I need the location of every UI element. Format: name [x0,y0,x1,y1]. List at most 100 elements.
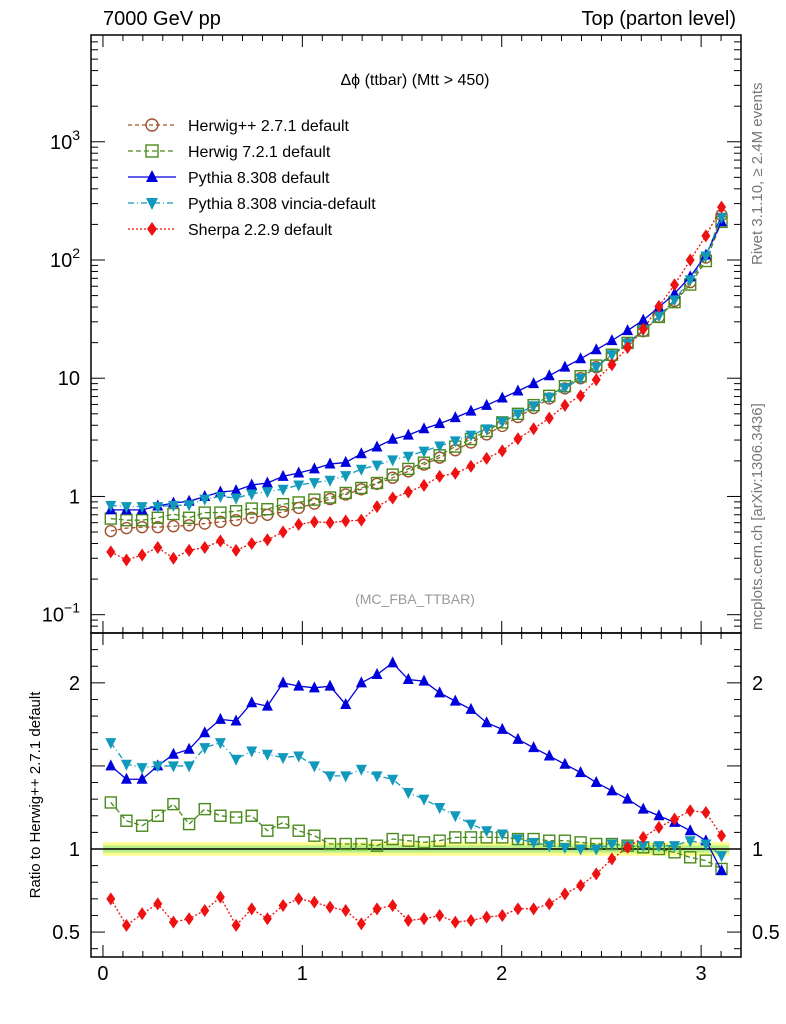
header-right: Top (parton level) [581,8,736,30]
series-1-ratio-point [167,797,180,811]
series-1-ratio-point [229,811,243,824]
series-4-ratio-point [544,897,554,911]
series-2-point [324,457,336,469]
series-3-point [293,480,305,492]
legend-entry: Sherpa 2.2.9 default [128,222,333,239]
series-2-ratio-point [387,656,399,668]
series-3-ratio-point [308,761,320,773]
series-1-ratio-point [699,854,713,867]
series-2-ratio-point [481,716,493,728]
series-2-ratio [105,656,728,876]
series-3-ratio-point [575,844,587,856]
series-3-point [512,409,524,421]
series-1-ratio [104,796,728,876]
series-1-point [323,491,337,504]
series-3-point [230,493,242,505]
series-4-point [466,459,476,473]
y-tick-label: 1 [69,486,80,508]
series-4-ratio-point [591,867,601,881]
series-3-point [120,502,132,514]
series-3-ratio-point [653,841,665,853]
series-3-ratio-point [355,764,367,776]
series-2-ratio-point [543,749,555,761]
series-3-point [167,500,179,512]
series-2-ratio-point [167,747,179,759]
series-3-ratio [105,738,728,863]
series-2-ratio-point [246,696,258,708]
series-0-point [167,520,180,533]
series-1-main [104,215,728,527]
series-4-ratio-point [717,829,727,843]
series-2-ratio-point [277,676,289,688]
series-1-ratio-point [214,809,227,822]
legend-label: Herwig 7.2.1 default [188,144,331,161]
series-4-point [294,517,304,531]
series-0-point [182,519,196,532]
series-4-point [356,513,366,527]
series-4-point [623,340,633,354]
series-1-ratio-point [276,816,290,829]
series-2-ratio-point [230,714,242,726]
series-3-point [105,500,117,512]
ratio-y-tick-label-right: 1 [752,839,763,861]
x-tick-label: 1 [297,963,308,985]
series-1-point [308,493,321,506]
series-4-point [153,541,163,555]
series-2-ratio-point [606,784,618,796]
series-4-ratio-point [231,918,241,932]
series-3-ratio-point [543,841,555,853]
series-4-ratio-point [435,908,445,922]
series-3-point [199,494,211,506]
series-4-point [435,469,445,483]
series-4-ratio-point [372,902,382,916]
series-3-point [543,392,555,404]
series-4-point [231,543,241,557]
series-4-point [247,537,257,551]
series-2-ratio-point [559,757,571,769]
series-4-point [670,278,680,292]
series-2-point [340,455,352,467]
ratio-y-tick-label-right: 0.5 [752,922,780,944]
series-4-point [168,551,178,565]
series-4-ratio-point [450,915,460,929]
series-4-ratio-point [262,912,272,926]
legend-marker [145,144,159,158]
series-3-point [387,455,399,467]
series-4-ratio-point [576,879,586,893]
ratio-y-tick-label: 1 [69,839,80,861]
watermark: (MC_FBA_TTBAR) [355,591,475,607]
series-4-point [576,389,586,403]
series-3-ratio-point [167,761,179,773]
series-2-ratio-point [340,697,352,709]
series-4-ratio-point [153,897,163,911]
series-4-point [262,533,272,547]
series-4-ratio-point [685,804,695,818]
series-4-point [591,373,601,387]
series-4-point [529,422,539,436]
series-4-point [717,200,727,214]
series-3-ratio-point [183,761,195,773]
series-4-ratio-point [137,907,147,921]
series-1-ratio-point [449,831,462,844]
series-4-ratio-point [529,902,539,916]
series-3-point [559,383,571,395]
series-1-ratio-point [386,832,399,846]
series-3-ratio-point [277,753,289,765]
legend-entry: Pythia 8.308 default [128,170,330,187]
series-3-point [575,373,587,385]
series-1-ratio-point [355,837,368,851]
x-tick-label: 2 [496,963,507,985]
series-3-line [110,216,723,508]
series-4-ratio-point [607,852,617,866]
series-4-ratio-point [106,892,116,906]
series-4-point [106,545,116,559]
series-0-point [214,515,227,529]
series-3-ratio-point [402,788,414,800]
series-3-point [340,471,352,483]
series-3-ratio-point [637,841,649,853]
series-2-point [669,287,681,299]
series-2-point [465,404,477,416]
series-2-point [559,360,571,372]
series-1-ratio-point [135,819,149,832]
series-4-ratio-point [482,910,492,924]
